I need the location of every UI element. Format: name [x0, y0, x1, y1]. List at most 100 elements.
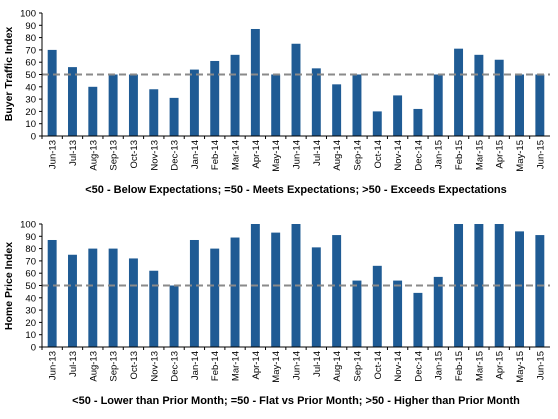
home-price-caption: <50 - Lower than Prior Month; =50 - Flat…: [72, 395, 520, 407]
home-price-x-tick-label-24: Jun-15: [535, 351, 546, 380]
home-price-bar-9: [230, 237, 240, 347]
buyer-traffic-bar-19: [433, 74, 443, 136]
home-price-bar-14: [332, 235, 342, 347]
buyer-traffic-x-tick-label-3: Sep-13: [109, 140, 120, 171]
home-price-x-tick-label-0: Jun-13: [48, 351, 59, 380]
buyer-traffic-y-tick-label-1: 10: [25, 119, 36, 130]
buyer-traffic-y-tick-label-6: 60: [25, 58, 36, 69]
buyer-traffic-bar-17: [393, 95, 403, 136]
buyer-traffic-x-tick-label-13: Jul-14: [312, 140, 323, 166]
home-price-x-tick-label-6: Dec-13: [170, 351, 181, 382]
home-price-bar-11: [271, 232, 281, 347]
buyer-traffic-bar-6: [169, 97, 179, 136]
home-price-bar-18: [413, 292, 423, 347]
home-price-bar-2: [88, 248, 98, 347]
buyer-traffic-y-tick-label-9: 90: [25, 21, 36, 32]
home-price-bar-24: [535, 235, 545, 347]
buyer-traffic-x-tick-label-7: Jan-14: [190, 140, 201, 169]
home-price-y-tick-label-3: 30: [25, 306, 36, 317]
buyer-traffic-y-tick-label-5: 50: [25, 70, 36, 81]
buyer-traffic-x-tick-label-23: May-15: [515, 140, 526, 172]
buyer-traffic-bar-13: [311, 68, 321, 136]
buyer-traffic-bar-5: [149, 89, 159, 136]
home-price-y-tick-label-10: 100: [20, 220, 36, 231]
buyer-traffic-x-tick-label-17: Nov-14: [393, 140, 404, 171]
buyer-traffic-bar-1: [68, 67, 77, 136]
buyer-traffic-x-tick-label-21: Mar-15: [474, 140, 485, 170]
home-price-y-tick-label-8: 80: [25, 244, 36, 255]
home-price-y-tick-label-0: 0: [31, 343, 36, 354]
buyer-traffic-x-tick-label-2: Aug-13: [88, 140, 99, 171]
home-price-y-tick-label-1: 10: [25, 330, 36, 341]
buyer-traffic-bar-7: [189, 69, 199, 136]
home-price-x-tick-label-22: Apr-15: [495, 351, 506, 380]
home-price-y-tick-label-6: 60: [25, 269, 36, 280]
buyer-traffic-y-tick-label-3: 30: [25, 95, 36, 106]
home-price-y-axis-title: Home Price Index: [3, 242, 15, 330]
buyer-traffic-x-tick-label-19: Jan-15: [434, 140, 445, 169]
home-price-bar-8: [210, 248, 220, 347]
buyer-traffic-bar-9: [230, 54, 240, 136]
buyer-traffic-bar-14: [332, 84, 342, 136]
home-price-x-tick-label-18: Dec-14: [413, 351, 424, 382]
home-price-x-tick-label-7: Jan-14: [190, 351, 201, 380]
home-price-bar-3: [108, 248, 118, 347]
home-price-bar-21: [474, 224, 484, 347]
home-price-x-tick-label-21: Mar-15: [474, 351, 485, 381]
home-price-x-tick-label-19: Jan-15: [434, 351, 445, 380]
home-price-y-tick-label-5: 50: [25, 281, 36, 292]
buyer-traffic-bar-16: [372, 111, 382, 136]
buyer-traffic-x-tick-label-9: Mar-14: [231, 140, 242, 170]
buyer-traffic-x-tick-label-8: Feb-14: [210, 140, 221, 170]
buyer-traffic-bar-12: [291, 43, 301, 136]
home-price-x-tick-label-5: Nov-13: [149, 351, 160, 382]
buyer-traffic-x-tick-label-1: Jul-13: [68, 140, 79, 166]
buyer-traffic-bar-4: [128, 74, 138, 136]
buyer-traffic-bar-18: [413, 108, 423, 136]
home-price-x-tick-label-1: Jul-13: [68, 351, 79, 377]
buyer-traffic-bar-21: [474, 54, 484, 136]
buyer-traffic-bar-24: [535, 74, 545, 136]
home-price-bar-13: [311, 247, 321, 347]
buyer-traffic-bar-3: [108, 74, 118, 136]
home-price-x-tick-label-16: Oct-14: [373, 351, 384, 380]
home-price-x-tick-label-3: Sep-13: [109, 351, 120, 382]
buyer-traffic-y-tick-label-10: 100: [20, 9, 36, 20]
buyer-traffic-x-tick-label-0: Jun-13: [48, 140, 59, 169]
buyer-traffic-x-tick-label-11: May-14: [271, 140, 282, 172]
buyer-traffic-x-tick-label-22: Apr-15: [495, 140, 506, 169]
home-price-x-tick-label-14: Aug-14: [332, 351, 343, 382]
home-price-x-tick-label-4: Oct-13: [129, 351, 140, 380]
buyer-traffic-x-tick-label-20: Feb-15: [454, 140, 465, 170]
home-price-bar-1: [68, 254, 77, 347]
home-price-x-tick-label-10: Apr-14: [251, 351, 262, 380]
buyer-traffic-x-ticks: Jun-13 Jul-13 Aug-13 Sep-13 Oct-13 Nov-13 Dec-…: [41, 136, 546, 172]
buyer-traffic-caption: <50 - Below Expectations; =50 - Meets Ex…: [85, 184, 507, 196]
buyer-traffic-y-tick-label-2: 20: [25, 107, 36, 118]
buyer-traffic-x-tick-label-24: Jun-15: [535, 140, 546, 169]
home-price-x-tick-label-17: Nov-14: [393, 351, 404, 382]
buyer-traffic-x-tick-label-18: Dec-14: [413, 140, 424, 171]
buyer-traffic-y-tick-label-8: 80: [25, 33, 36, 44]
buyer-traffic-y-tick-label-4: 40: [25, 82, 36, 93]
buyer-traffic-bar-11: [271, 74, 281, 136]
buyer-traffic-x-tick-label-16: Oct-14: [373, 140, 384, 169]
home-price-bar-5: [149, 270, 159, 347]
home-price-bars: [47, 224, 545, 347]
home-price-x-tick-label-2: Aug-13: [88, 351, 99, 382]
buyer-traffic-bar-22: [494, 59, 504, 136]
home-price-x-tick-label-20: Feb-15: [454, 351, 465, 381]
buyer-traffic-bar-20: [454, 48, 464, 136]
home-price-bar-7: [189, 239, 199, 347]
home-price-bar-6: [169, 285, 179, 347]
home-price-y-tick-label-4: 40: [25, 293, 36, 304]
buyer-traffic-bar-23: [515, 74, 524, 136]
buyer-traffic-bar-15: [352, 74, 362, 136]
home-price-bar-23: [515, 231, 524, 347]
home-price-bar-15: [352, 280, 362, 347]
buyer-traffic-x-tick-label-4: Oct-13: [129, 140, 140, 169]
buyer-traffic-x-tick-label-14: Aug-14: [332, 140, 343, 171]
home-price-chart: Home Price Index 0102030405060708090100 …: [3, 220, 550, 407]
